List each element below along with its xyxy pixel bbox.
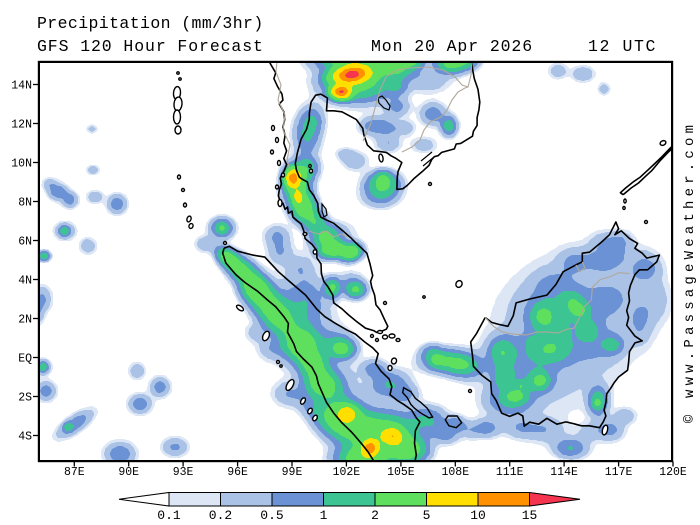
svg-text:0.2: 0.2 xyxy=(209,508,232,523)
svg-text:102E: 102E xyxy=(333,466,361,479)
svg-text:105E: 105E xyxy=(387,466,415,479)
svg-text:2S: 2S xyxy=(18,392,32,405)
svg-text:12N: 12N xyxy=(11,119,32,132)
svg-text:90E: 90E xyxy=(118,466,139,479)
svg-text:4S: 4S xyxy=(18,431,32,444)
svg-text:1: 1 xyxy=(320,508,328,523)
svg-text:10N: 10N xyxy=(11,158,32,171)
svg-text:108E: 108E xyxy=(441,466,469,479)
svg-text:87E: 87E xyxy=(64,466,85,479)
svg-text:15: 15 xyxy=(522,508,538,523)
svg-text:© www.PassageWeather.com: © www.PassageWeather.com xyxy=(682,121,698,423)
svg-text:2N: 2N xyxy=(18,314,32,327)
svg-text:14N: 14N xyxy=(11,80,32,93)
svg-text:10: 10 xyxy=(470,508,486,523)
svg-text:6N: 6N xyxy=(18,236,32,249)
svg-text:5: 5 xyxy=(423,508,431,523)
svg-text:EQ: EQ xyxy=(18,353,32,366)
svg-text:120E: 120E xyxy=(659,466,687,479)
svg-text:4N: 4N xyxy=(18,275,32,288)
svg-text:0.1: 0.1 xyxy=(157,508,181,523)
svg-text:111E: 111E xyxy=(496,466,524,479)
svg-text:99E: 99E xyxy=(282,466,303,479)
svg-text:0.5: 0.5 xyxy=(260,508,283,523)
svg-text:117E: 117E xyxy=(605,466,633,479)
svg-text:2: 2 xyxy=(371,508,379,523)
svg-text:93E: 93E xyxy=(173,466,194,479)
svg-text:8N: 8N xyxy=(18,197,32,210)
svg-text:96E: 96E xyxy=(227,466,248,479)
svg-text:114E: 114E xyxy=(550,466,578,479)
